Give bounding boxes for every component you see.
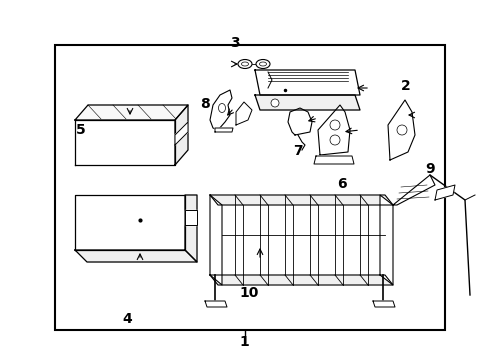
Polygon shape [392, 175, 434, 205]
Circle shape [329, 135, 339, 145]
Polygon shape [209, 275, 392, 285]
Polygon shape [236, 102, 251, 125]
Text: 2: 2 [400, 80, 410, 93]
Polygon shape [175, 105, 187, 165]
Ellipse shape [218, 104, 225, 112]
Polygon shape [75, 105, 187, 120]
Ellipse shape [241, 62, 248, 66]
Ellipse shape [256, 59, 269, 68]
Polygon shape [175, 122, 187, 145]
Polygon shape [75, 195, 184, 250]
Polygon shape [379, 195, 392, 285]
Polygon shape [215, 128, 232, 132]
Polygon shape [75, 250, 197, 262]
Text: 5: 5 [76, 123, 85, 136]
Polygon shape [204, 301, 226, 307]
Polygon shape [254, 70, 359, 95]
Text: 3: 3 [229, 36, 239, 50]
Text: 4: 4 [122, 312, 132, 325]
Polygon shape [254, 95, 359, 110]
Polygon shape [209, 90, 231, 130]
Polygon shape [317, 105, 349, 155]
Polygon shape [434, 185, 454, 200]
Bar [55, 45, 444, 330]
Text: 10: 10 [239, 287, 259, 300]
Text: 1: 1 [239, 335, 249, 349]
Polygon shape [372, 301, 394, 307]
Polygon shape [209, 195, 222, 285]
Text: 8: 8 [200, 98, 210, 111]
Polygon shape [313, 156, 353, 164]
Polygon shape [387, 100, 414, 160]
Circle shape [396, 125, 406, 135]
Text: 7: 7 [293, 144, 303, 158]
Circle shape [329, 120, 339, 130]
Polygon shape [209, 195, 392, 205]
Text: 9: 9 [425, 162, 434, 176]
Text: 6: 6 [337, 177, 346, 190]
Polygon shape [75, 120, 175, 165]
Polygon shape [287, 108, 311, 135]
Polygon shape [184, 195, 197, 262]
Circle shape [270, 99, 279, 107]
Polygon shape [184, 210, 197, 225]
Ellipse shape [238, 59, 251, 68]
Ellipse shape [259, 62, 266, 66]
